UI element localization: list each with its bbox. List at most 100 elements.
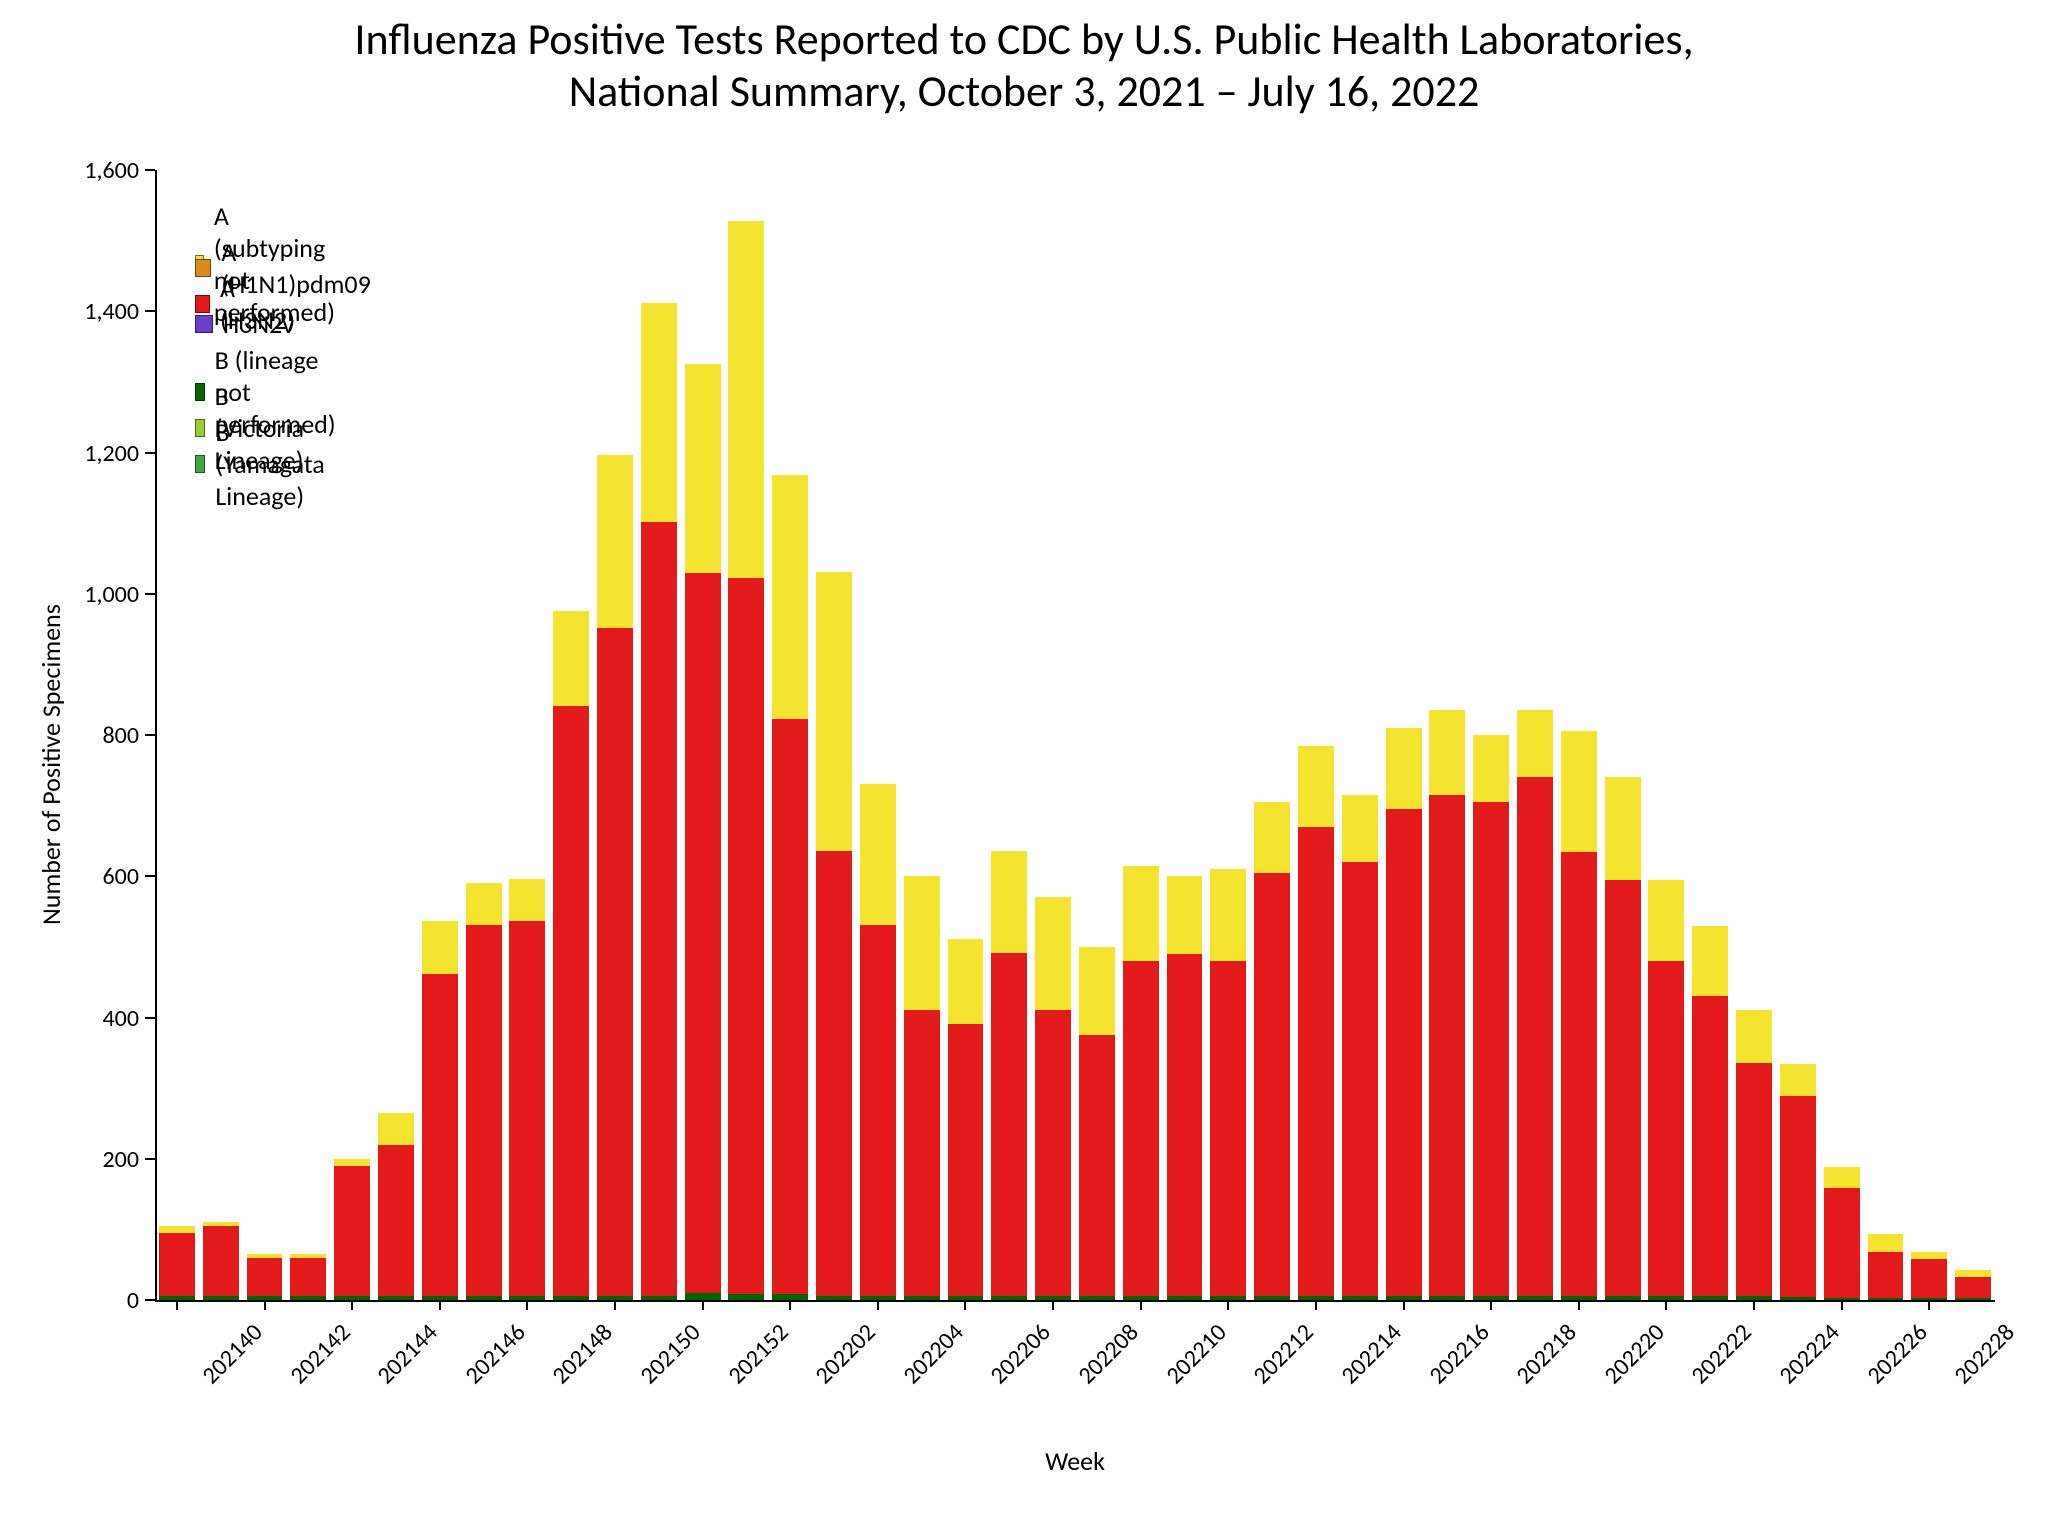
bar-segment	[1955, 1298, 1991, 1300]
bar-segment	[1648, 880, 1684, 961]
bar-segment	[203, 1222, 239, 1226]
x-axis-line	[155, 1300, 1995, 1302]
bar-segment	[203, 1226, 239, 1297]
bar-segment	[159, 1233, 195, 1297]
bars-layer	[155, 170, 1995, 1300]
bar-segment	[816, 1296, 852, 1300]
bar-segment	[772, 719, 808, 1295]
bar-segment	[553, 611, 589, 706]
x-tick	[1490, 1300, 1492, 1310]
bar-segment	[1824, 1167, 1860, 1188]
bar-segment	[685, 364, 721, 572]
y-tick-label: 1,400	[65, 297, 139, 326]
bar-segment	[1167, 954, 1203, 1297]
x-tick	[614, 1300, 616, 1310]
bar-segment	[1911, 1252, 1947, 1259]
x-tick-label: 202222	[1686, 1318, 1758, 1390]
bar-segment	[1386, 728, 1422, 809]
bar-segment	[1123, 866, 1159, 961]
y-tick-label: 1,000	[65, 580, 139, 609]
bar-segment	[1517, 777, 1553, 1296]
bar-segment	[948, 939, 984, 1024]
chart-title-line2: National Summary, October 3, 2021 – July…	[0, 66, 2048, 118]
bar-segment	[1736, 1063, 1772, 1296]
x-tick	[1315, 1300, 1317, 1310]
bar-segment	[1254, 873, 1290, 1297]
bar-segment	[1780, 1297, 1816, 1300]
bar-segment	[1167, 876, 1203, 954]
bar-segment	[728, 578, 764, 1295]
x-tick-label: 202204	[897, 1318, 969, 1390]
bar-segment	[1868, 1252, 1904, 1298]
bar-segment	[728, 1294, 764, 1300]
bar-segment	[422, 974, 458, 1295]
x-tick-label: 202216	[1423, 1318, 1495, 1390]
x-tick-label: 202208	[1072, 1318, 1144, 1390]
bar-segment	[816, 851, 852, 1296]
bar-segment	[1955, 1277, 1991, 1298]
bar-segment	[203, 1296, 239, 1300]
bar-segment	[641, 1296, 677, 1300]
y-tick	[145, 734, 155, 736]
bar-segment	[1298, 746, 1334, 827]
bar-segment	[1561, 731, 1597, 851]
x-tick-label: 202214	[1335, 1318, 1407, 1390]
bar-segment	[1210, 961, 1246, 1296]
bar-segment	[1079, 1296, 1115, 1300]
bar-segment	[1123, 961, 1159, 1296]
bar-segment	[1605, 880, 1641, 1297]
bar-segment	[553, 1296, 589, 1300]
bar-segment	[378, 1296, 414, 1300]
y-tick	[145, 1299, 155, 1301]
bar-segment	[1648, 961, 1684, 1296]
x-tick	[351, 1300, 353, 1310]
bar-segment	[1342, 862, 1378, 1296]
bar-segment	[553, 706, 589, 1296]
x-tick-label: 202202	[810, 1318, 882, 1390]
chart-title: Influenza Positive Tests Reported to CDC…	[0, 14, 2048, 118]
bar-segment	[641, 303, 677, 522]
y-tick-label: 1,600	[65, 156, 139, 185]
x-tick-label: 202206	[985, 1318, 1057, 1390]
bar-segment	[1911, 1259, 1947, 1298]
x-tick-label: 202212	[1248, 1318, 1320, 1390]
y-tick-label: 600	[65, 862, 139, 891]
bar-segment	[685, 1293, 721, 1300]
bar-segment	[1079, 947, 1115, 1035]
x-axis-label: Week	[155, 1445, 1995, 1477]
bar-segment	[466, 1296, 502, 1300]
bar-segment	[597, 628, 633, 1295]
x-tick-label: 202226	[1861, 1318, 1933, 1390]
x-tick	[1227, 1300, 1229, 1310]
bar-segment	[1035, 897, 1071, 1010]
x-tick-label: 202140	[196, 1318, 268, 1390]
bar-segment	[290, 1258, 326, 1297]
bar-segment	[1254, 1296, 1290, 1300]
x-tick	[1928, 1300, 1930, 1310]
x-tick-label: 202142	[284, 1318, 356, 1390]
x-tick-label: 202152	[722, 1318, 794, 1390]
x-tick-label: 202150	[634, 1318, 706, 1390]
x-tick-label: 202228	[1949, 1318, 2021, 1390]
bar-segment	[1473, 802, 1509, 1296]
bar-segment	[1035, 1010, 1071, 1296]
bar-segment	[597, 455, 633, 628]
bar-segment	[334, 1166, 370, 1297]
bar-segment	[1386, 809, 1422, 1296]
y-tick	[145, 875, 155, 877]
bar-segment	[1079, 1035, 1115, 1296]
y-tick	[145, 310, 155, 312]
bar-segment	[290, 1296, 326, 1300]
x-tick	[526, 1300, 528, 1310]
y-tick	[145, 452, 155, 454]
bar-segment	[1955, 1270, 1991, 1277]
bar-segment	[991, 1296, 1027, 1300]
bar-segment	[1298, 827, 1334, 1297]
bar-segment	[1210, 869, 1246, 961]
bar-segment	[904, 876, 940, 1010]
bar-segment	[1605, 1296, 1641, 1300]
bar-segment	[1605, 777, 1641, 879]
x-tick	[1841, 1300, 1843, 1310]
bar-segment	[991, 851, 1027, 953]
bar-segment	[904, 1010, 940, 1296]
